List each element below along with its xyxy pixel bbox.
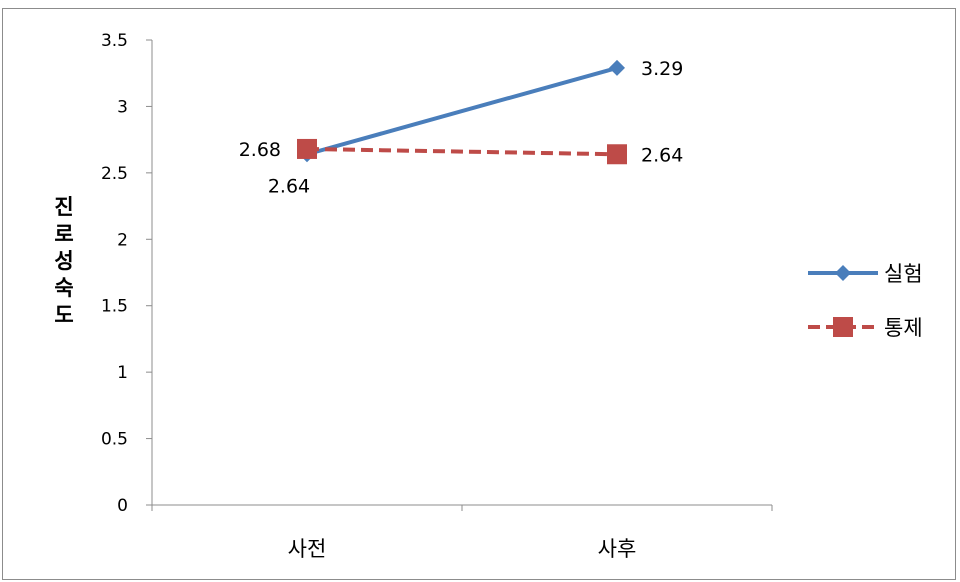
data-label: 2.68 [239, 139, 281, 161]
chart-frame [2, 8, 956, 580]
legend-label: 실험 [884, 262, 923, 286]
y-tick-label: 1.5 [101, 297, 128, 317]
y-tick-label: 2.5 [101, 164, 128, 184]
y-tick-label: 0.5 [101, 430, 128, 450]
x-category-label: 사전 [288, 537, 327, 561]
data-labels: 2.64 3.29 2.68 2.64 [239, 58, 684, 197]
legend-label: 통제 [884, 316, 923, 340]
legend-marker-square [833, 317, 853, 337]
x-category-labels: 사전 사후 [288, 537, 637, 561]
data-point-diamond [609, 59, 625, 76]
y-tick-label: 3 [117, 97, 128, 117]
y-tick-label: 2 [117, 230, 128, 250]
series-line-0 [306, 65, 618, 157]
series-line-1 [306, 146, 618, 157]
series-group [297, 59, 627, 165]
x-category-label: 사후 [598, 537, 637, 561]
y-tick-label: 1 [117, 363, 128, 383]
y-tick-label: 0 [117, 496, 128, 516]
y-tick-label: 3.5 [101, 31, 128, 51]
axes [146, 39, 773, 511]
legend-marker-diamond [835, 265, 851, 281]
y-tick-labels: 0 0.5 1 1.5 2 2.5 3 3.5 [101, 31, 128, 516]
data-point-square [297, 138, 317, 159]
data-label: 2.64 [268, 175, 310, 197]
data-label: 2.64 [641, 144, 683, 166]
data-point-square [607, 144, 627, 165]
data-label: 3.29 [641, 58, 683, 80]
